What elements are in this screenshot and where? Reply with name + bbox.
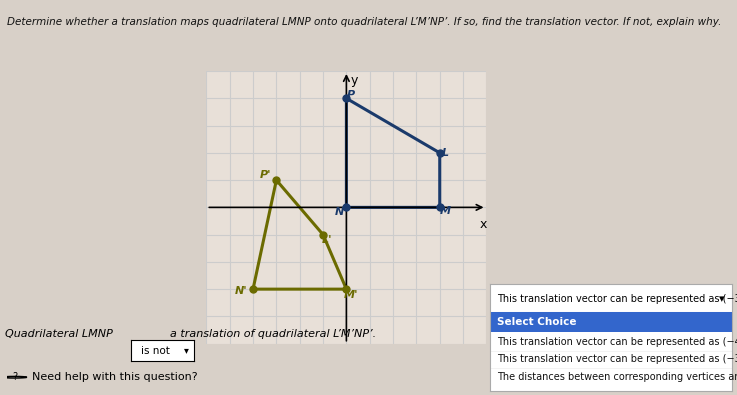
Text: The distances between corresponding vertices are not equal.: The distances between corresponding vert…: [497, 372, 737, 382]
Text: This translation vector can be represented as (−4, −3).: This translation vector can be represent…: [497, 337, 737, 347]
Text: is not: is not: [141, 346, 170, 356]
Text: M: M: [440, 207, 451, 216]
Text: a translation of quadrilateral L’M’NP’.: a translation of quadrilateral L’M’NP’.: [170, 329, 377, 339]
Text: L: L: [442, 148, 449, 158]
Text: This translation vector can be represented as (−3, −2).: This translation vector can be represent…: [497, 354, 737, 364]
Text: Select Choice: Select Choice: [497, 317, 577, 327]
Bar: [490, 312, 732, 332]
Text: ▾: ▾: [719, 294, 724, 304]
Text: ▾: ▾: [184, 346, 189, 356]
Text: N': N': [235, 286, 248, 295]
Text: This translation vector can be represented as (−3, −2).: This translation vector can be represent…: [497, 294, 737, 304]
Text: y: y: [351, 74, 358, 87]
Text: N: N: [335, 207, 344, 217]
Text: M': M': [343, 290, 358, 300]
Text: ?: ?: [12, 372, 17, 382]
Text: P': P': [260, 170, 272, 180]
Text: Quadrilateral LMNP: Quadrilateral LMNP: [5, 329, 113, 339]
Text: Determine whether a translation maps quadrilateral LMNP onto quadrilateral L’M’N: Determine whether a translation maps qua…: [7, 17, 722, 27]
Text: P: P: [346, 90, 354, 100]
Text: Need help with this question?: Need help with this question?: [32, 372, 198, 382]
Text: x: x: [479, 218, 486, 231]
Text: L': L': [322, 235, 332, 245]
